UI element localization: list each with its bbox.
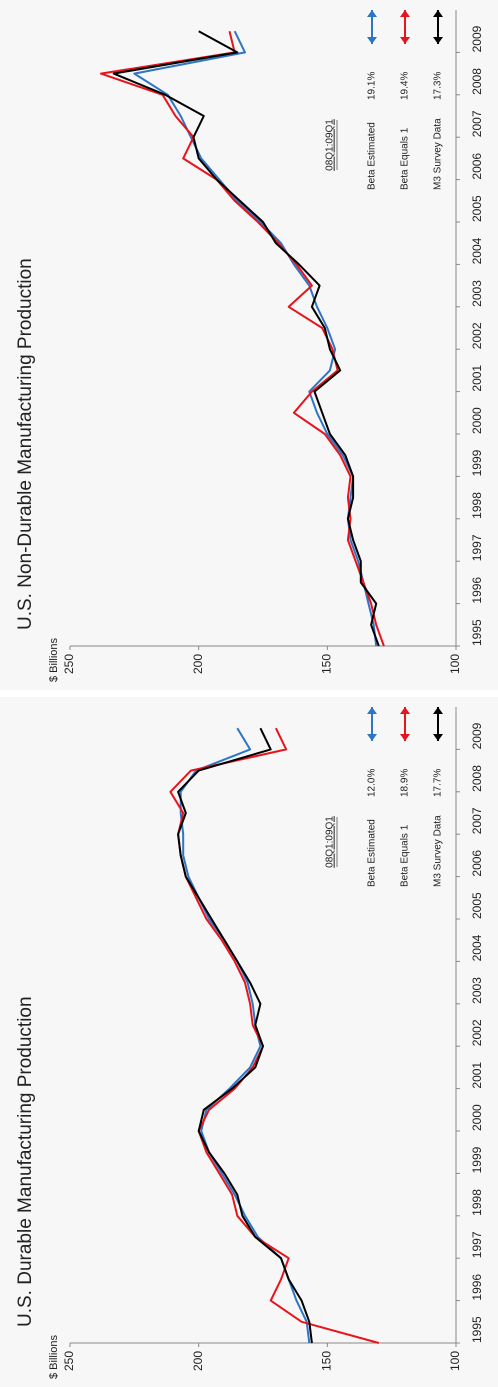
y-tick-label: 250: [62, 1351, 76, 1371]
series-line: [112, 30, 380, 647]
legend-arrowhead: [400, 707, 410, 714]
legend-arrowhead: [433, 37, 443, 44]
x-tick-label: 2007: [470, 110, 484, 137]
background: [0, 697, 498, 1387]
x-tick-label: 1995: [470, 1316, 484, 1343]
legend-stat: 12.0%: [367, 769, 378, 797]
x-tick-label: 2002: [470, 322, 484, 349]
background: [0, 0, 498, 690]
legend-stat: 17.3%: [433, 72, 444, 100]
y-axis-label: $ Billions: [48, 637, 60, 682]
x-tick-label: 2008: [470, 765, 484, 792]
y-tick-label: 250: [62, 654, 76, 674]
x-tick-label: 2004: [470, 237, 484, 264]
x-tick-label: 2002: [470, 1019, 484, 1046]
legend-arrowhead: [367, 37, 377, 44]
x-tick-label: 2005: [470, 195, 484, 222]
legend-arrowhead: [400, 37, 410, 44]
y-tick-label: 150: [320, 1351, 334, 1371]
x-tick-label: 1995: [470, 619, 484, 646]
legend-title: 08Q1:09Q1: [325, 816, 336, 868]
panel: U.S. Non-Durable Manufacturing Productio…: [0, 0, 498, 690]
legend-arrowhead: [433, 707, 443, 714]
y-tick-label: 200: [191, 1351, 205, 1371]
legend-name: Beta Estimated: [367, 122, 378, 190]
legend-arrowhead: [367, 10, 377, 17]
x-tick-label: 2009: [470, 722, 484, 749]
x-tick-label: 2006: [470, 153, 484, 180]
legend-arrowhead: [367, 707, 377, 714]
x-tick-label: 2009: [470, 25, 484, 52]
legend-name: Beta Equals 1: [400, 127, 411, 190]
x-tick-label: 2004: [470, 934, 484, 961]
x-tick-label: 1998: [470, 1189, 484, 1216]
y-axis-label: $ Billions: [48, 1334, 60, 1379]
x-tick-label: 2008: [470, 68, 484, 95]
y-tick-label: 150: [320, 654, 334, 674]
legend-name: Beta Estimated: [367, 819, 378, 887]
x-tick-label: 2001: [470, 1062, 484, 1089]
legend-name: M3 Survey Data: [433, 118, 444, 190]
legend-title: 08Q1:09Q1: [325, 119, 336, 171]
x-tick-label: 2001: [470, 365, 484, 392]
chart: U.S. Non-Durable Manufacturing Productio…: [0, 0, 498, 690]
legend-stat: 18.9%: [400, 769, 411, 797]
x-tick-label: 2003: [470, 977, 484, 1004]
x-tick-label: 1996: [470, 577, 484, 604]
legend-stat: 17.7%: [433, 769, 444, 797]
y-tick-label: 200: [191, 654, 205, 674]
chart: U.S. Durable Manufacturing Production $ B…: [0, 697, 498, 1387]
x-tick-label: 2006: [470, 850, 484, 877]
x-tick-label: 2000: [470, 1104, 484, 1131]
x-tick-label: 2007: [470, 807, 484, 834]
chart-title: U.S. Non-Durable Manufacturing Productio…: [15, 258, 36, 630]
legend-name: Beta Equals 1: [400, 824, 411, 887]
series-line: [177, 727, 313, 1344]
legend-name: M3 Survey Data: [433, 815, 444, 887]
chart-title: U.S. Durable Manufacturing Production: [15, 996, 36, 1327]
x-tick-label: 1999: [470, 1146, 484, 1173]
x-tick-label: 2003: [470, 280, 484, 307]
x-tick-label: 1997: [470, 1231, 484, 1258]
x-tick-label: 1997: [470, 534, 484, 561]
legend-arrowhead: [400, 734, 410, 741]
legend-arrowhead: [433, 734, 443, 741]
x-tick-label: 2000: [470, 407, 484, 434]
panel: U.S. Durable Manufacturing Production $ B…: [0, 697, 498, 1387]
legend-stat: 19.1%: [367, 72, 378, 100]
legend-arrowhead: [433, 10, 443, 17]
x-tick-label: 1996: [470, 1274, 484, 1301]
legend-arrowhead: [367, 734, 377, 741]
x-tick-label: 2005: [470, 892, 484, 919]
legend-arrowhead: [400, 10, 410, 17]
x-tick-label: 1999: [470, 449, 484, 476]
legend-stat: 19.4%: [400, 72, 411, 100]
y-tick-label: 100: [448, 654, 462, 674]
x-tick-label: 1998: [470, 492, 484, 519]
y-tick-label: 100: [448, 1351, 462, 1371]
